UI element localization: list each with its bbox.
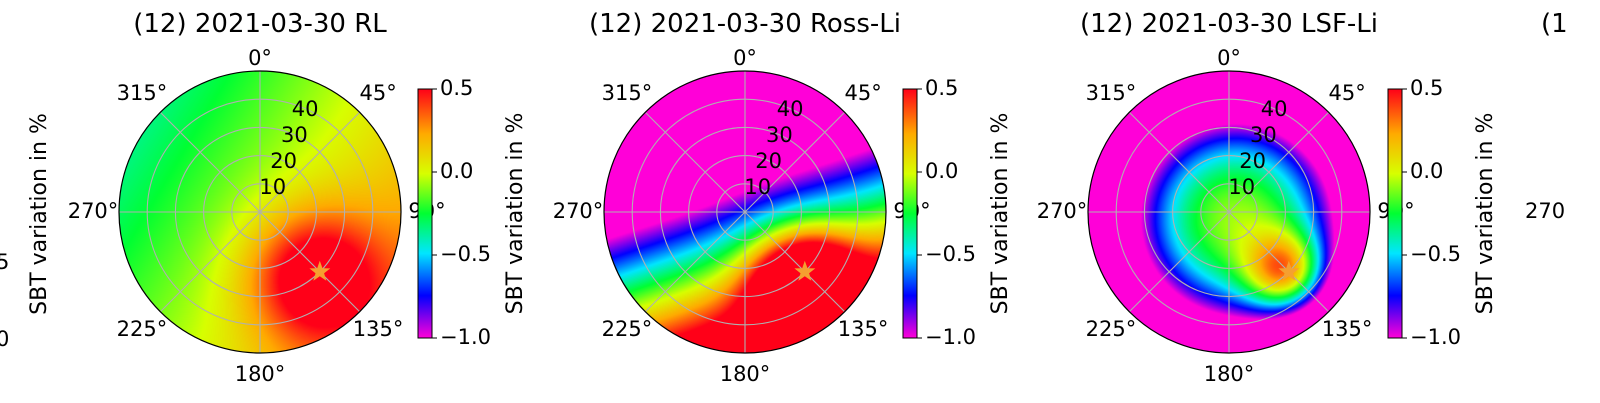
right-clipped-title: (1 — [1541, 9, 1568, 39]
colorbar-tick-label: −0.5 — [440, 242, 491, 266]
theta-grid-line — [259, 111, 361, 213]
theta-grid-line — [744, 211, 846, 313]
colorbar-gradient — [417, 88, 433, 339]
theta-grid-line — [1228, 111, 1330, 213]
theta-tick-label: 0° — [733, 46, 757, 70]
r-tick-label: 10 — [744, 175, 771, 199]
theta-grid-line — [644, 211, 746, 313]
colorbar-label: SBT variation in % — [1473, 113, 1498, 315]
theta-tick-label: 180° — [235, 362, 286, 386]
right-clipped-tick: 270 — [1525, 199, 1565, 223]
colorbar-label: SBT variation in % — [503, 113, 528, 315]
left-clipped-tick-lower: 0 — [0, 327, 9, 351]
theta-tick-label: 315° — [1086, 81, 1137, 105]
r-tick-label: 30 — [766, 123, 793, 147]
colorbar-tick-label: 0.5 — [440, 76, 473, 100]
theta-tick-label: 45° — [359, 81, 396, 105]
theta-tick-label: 270° — [553, 199, 604, 223]
colorbar-gradient — [902, 88, 918, 339]
polar-panel-3: (12) 2021-03-30 LSF-Li102030400°45°90°13… — [1037, 9, 1498, 386]
r-tick-label: 20 — [755, 149, 782, 173]
r-tick-label: 20 — [270, 149, 297, 173]
panel-title: (12) 2021-03-30 LSF-Li — [1080, 9, 1378, 39]
star-marker — [794, 260, 816, 281]
theta-grid-line — [159, 111, 261, 213]
panel-title: (12) 2021-03-30 Ross-Li — [589, 9, 901, 39]
colorbar: 0.5 0.0 −0.5 −1.0 SBT variation in % — [902, 76, 1013, 349]
theta-tick-label: 0° — [248, 46, 272, 70]
polar-frame — [1087, 70, 1371, 354]
right-clipped-panel: (1 270 — [1525, 9, 1568, 223]
theta-grid-line — [1128, 211, 1230, 313]
theta-tick-label: 180° — [1204, 362, 1255, 386]
r-tick-label: 30 — [1250, 123, 1277, 147]
polar-grid — [119, 71, 401, 353]
colorbar-tick-label: −0.5 — [1410, 242, 1461, 266]
theta-grid-line — [744, 111, 846, 213]
star-marker — [309, 260, 331, 281]
polar-grid — [1088, 71, 1370, 353]
r-tick-label: 40 — [777, 97, 804, 121]
polar-panel-1: (12) 2021-03-30 RL102030400°45°90°135°18… — [68, 9, 528, 386]
polar-panel-2: (12) 2021-03-30 Ross-Li102030400°45°90°1… — [553, 9, 1013, 386]
theta-grid-line — [159, 211, 261, 313]
theta-tick-label: 45° — [844, 81, 881, 105]
theta-grid-line — [1128, 111, 1230, 213]
theta-tick-label: 315° — [117, 81, 168, 105]
theta-grid-line — [1228, 211, 1330, 313]
panel-title: (12) 2021-03-30 RL — [133, 9, 387, 39]
r-tick-label: 20 — [1239, 149, 1266, 173]
theta-tick-label: 315° — [602, 81, 653, 105]
colorbar-tick-label: 0.0 — [925, 159, 958, 183]
colorbar-tick-label: −0.5 — [925, 242, 976, 266]
r-tick-label: 10 — [1228, 175, 1255, 199]
left-clipped-colorbar-label: SBT variation in % — [27, 113, 52, 315]
colorbar-tick-label: 0.5 — [925, 76, 958, 100]
theta-tick-label: 135° — [1322, 317, 1373, 341]
theta-grid-line — [259, 211, 361, 313]
left-clipped-tick-upper: 5 — [0, 250, 9, 274]
r-tick-label: 40 — [292, 97, 319, 121]
theta-tick-label: 225° — [117, 317, 168, 341]
r-tick-label: 30 — [281, 123, 308, 147]
polar-frame — [603, 70, 887, 354]
theta-tick-label: 270° — [68, 199, 119, 223]
theta-tick-label: 180° — [720, 362, 771, 386]
r-tick-label: 40 — [1261, 97, 1288, 121]
theta-tick-label: 45° — [1328, 81, 1365, 105]
r-tick-label: 10 — [259, 175, 286, 199]
theta-tick-label: 270° — [1037, 199, 1088, 223]
colorbar-label: SBT variation in % — [988, 113, 1013, 315]
theta-tick-label: 135° — [838, 317, 889, 341]
left-clipped-colorbar: SBT variation in % 5 0 — [0, 113, 52, 351]
colorbar-tick-label: −1.0 — [925, 325, 976, 349]
theta-grid-line — [644, 111, 746, 213]
theta-tick-label: 225° — [602, 317, 653, 341]
colorbar-gradient — [1387, 88, 1403, 339]
polar-grid — [604, 71, 886, 353]
colorbar-tick-label: 0.0 — [1410, 159, 1443, 183]
star-marker — [1278, 260, 1300, 281]
colorbar-tick-label: −1.0 — [440, 325, 491, 349]
theta-tick-label: 0° — [1217, 46, 1241, 70]
colorbar-tick-label: −1.0 — [1410, 325, 1461, 349]
colorbar: 0.5 0.0 −0.5 −1.0 SBT variation in % — [417, 76, 528, 349]
colorbar-tick-label: 0.0 — [440, 159, 473, 183]
theta-tick-label: 225° — [1086, 317, 1137, 341]
polar-frame — [118, 70, 402, 354]
theta-tick-label: 135° — [353, 317, 404, 341]
colorbar: 0.5 0.0 −0.5 −1.0 SBT variation in % — [1387, 76, 1498, 349]
colorbar-tick-label: 0.5 — [1410, 76, 1443, 100]
